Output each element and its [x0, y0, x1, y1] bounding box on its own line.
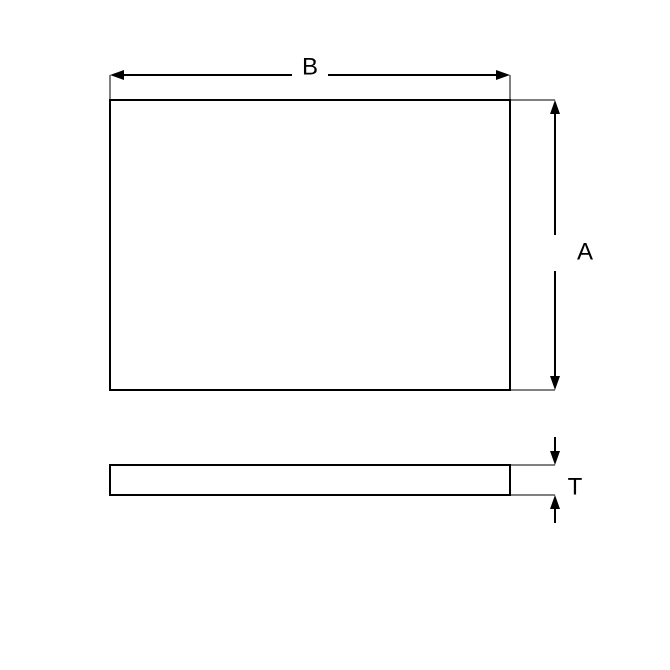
dimension-b-label: B: [302, 53, 318, 80]
dimensioned-sheet-drawing: B A T: [0, 0, 670, 670]
dimension-a-label: A: [577, 238, 593, 265]
dimension-t-label: T: [568, 473, 583, 500]
